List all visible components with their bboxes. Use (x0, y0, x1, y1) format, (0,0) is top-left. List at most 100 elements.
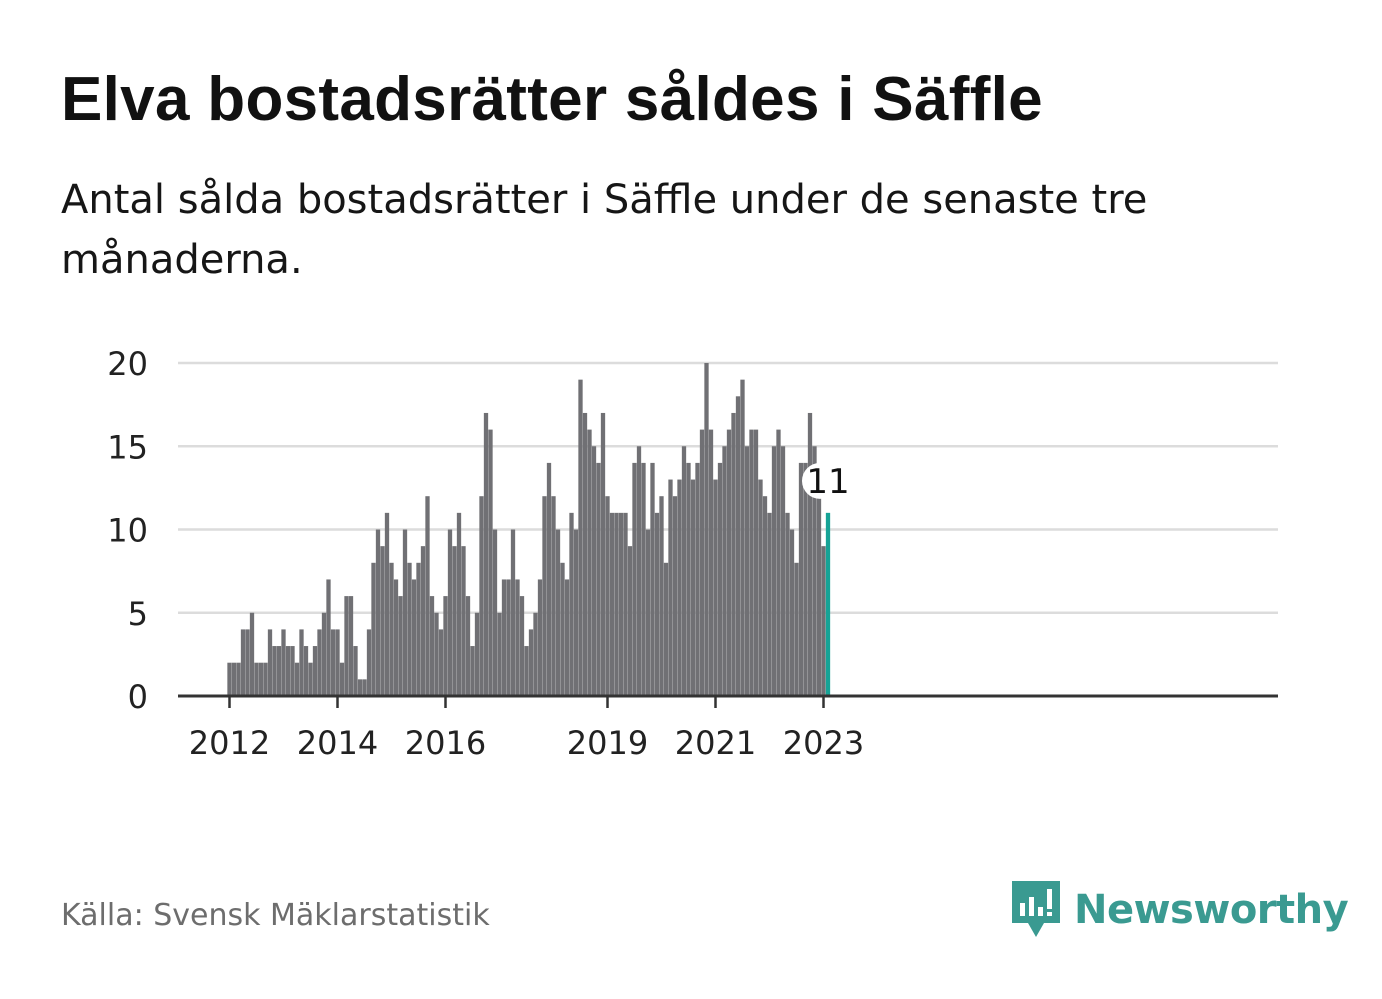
bar (672, 496, 678, 696)
bar-highlight (825, 512, 831, 696)
bar (632, 462, 637, 696)
bar (362, 679, 367, 696)
bar (294, 662, 300, 696)
x-tick-label-2023: 2023 (783, 724, 864, 762)
bar (519, 596, 525, 696)
bar (726, 429, 732, 696)
chart-title: Elva bostadsrätter såldes i Säffle (61, 65, 1043, 134)
bar (596, 462, 601, 696)
bar (623, 512, 628, 696)
bar (560, 562, 565, 696)
bar (690, 479, 696, 696)
bar (798, 462, 804, 696)
bar (767, 512, 772, 696)
bar (299, 629, 304, 696)
bar (744, 446, 750, 696)
bar (776, 429, 781, 696)
bar (249, 612, 255, 696)
bar (564, 579, 570, 696)
bar (605, 496, 610, 696)
bar (663, 562, 669, 696)
bar (704, 363, 709, 696)
bar (447, 529, 453, 696)
bar (510, 529, 516, 696)
bar (749, 429, 754, 696)
bar (321, 612, 327, 696)
bar (290, 646, 295, 696)
bar (236, 662, 241, 696)
bar (762, 496, 768, 696)
bar (645, 529, 651, 696)
bar (821, 546, 826, 696)
bar (429, 596, 435, 696)
highlight-value-label: 11 (806, 462, 849, 502)
bar (389, 562, 394, 696)
bar (393, 579, 399, 696)
bar (258, 662, 264, 696)
bar (425, 496, 430, 696)
bar (654, 512, 660, 696)
annotation-halo (802, 462, 838, 499)
bar (609, 512, 615, 696)
bar (456, 512, 462, 696)
x-tick-label-2012: 2012 (189, 724, 270, 762)
bar (699, 429, 705, 696)
bar (348, 596, 354, 696)
bar (276, 646, 282, 696)
bar (339, 662, 345, 696)
bar (231, 662, 237, 696)
bar (524, 646, 529, 696)
bar (551, 496, 556, 696)
bar (506, 579, 511, 696)
bar (240, 629, 246, 696)
bar (344, 596, 349, 696)
bar (357, 679, 363, 696)
bar (407, 562, 412, 696)
bar (816, 496, 822, 696)
bar (780, 446, 786, 696)
bar (384, 512, 390, 696)
bar (533, 612, 538, 696)
bar (303, 646, 309, 696)
bar (614, 512, 619, 696)
bar (569, 512, 574, 696)
bar (695, 462, 700, 696)
x-tick-label-2021: 2021 (675, 724, 756, 762)
bar (681, 446, 687, 696)
bar (267, 629, 273, 696)
bar (353, 646, 358, 696)
bar (794, 562, 799, 696)
x-tick-label-2016: 2016 (405, 724, 486, 762)
bar (402, 529, 408, 696)
bar (618, 512, 624, 696)
bar (470, 646, 475, 696)
bar (600, 412, 606, 696)
bar (677, 479, 682, 696)
bar (812, 446, 817, 696)
bar (735, 396, 741, 696)
bar (317, 629, 322, 696)
bar (371, 562, 376, 696)
bar (771, 446, 777, 696)
brand-logo[interactable]: Newsworthy (1010, 878, 1349, 942)
bar (285, 646, 291, 696)
bar (573, 529, 579, 696)
bar-chart: 0 5 10 15 20 2012 2014 2016 2019 2021 2023 11 (107, 345, 1278, 762)
newsworthy-logo-icon (1012, 881, 1060, 937)
bar (272, 646, 277, 696)
bar (641, 462, 646, 696)
bar (420, 546, 426, 696)
bars (227, 363, 831, 696)
axis-labels: 0 5 10 15 20 2012 2014 2016 2019 2021 2023 (107, 345, 864, 762)
bar (497, 612, 502, 696)
bar (281, 629, 286, 696)
bar (254, 662, 259, 696)
bar (582, 412, 588, 696)
bar (398, 596, 403, 696)
bar (227, 662, 232, 696)
y-tick-label-5: 5 (128, 595, 148, 633)
bar (380, 546, 385, 696)
bar (443, 596, 448, 696)
bar (555, 529, 561, 696)
x-tick-label-2014: 2014 (297, 724, 378, 762)
